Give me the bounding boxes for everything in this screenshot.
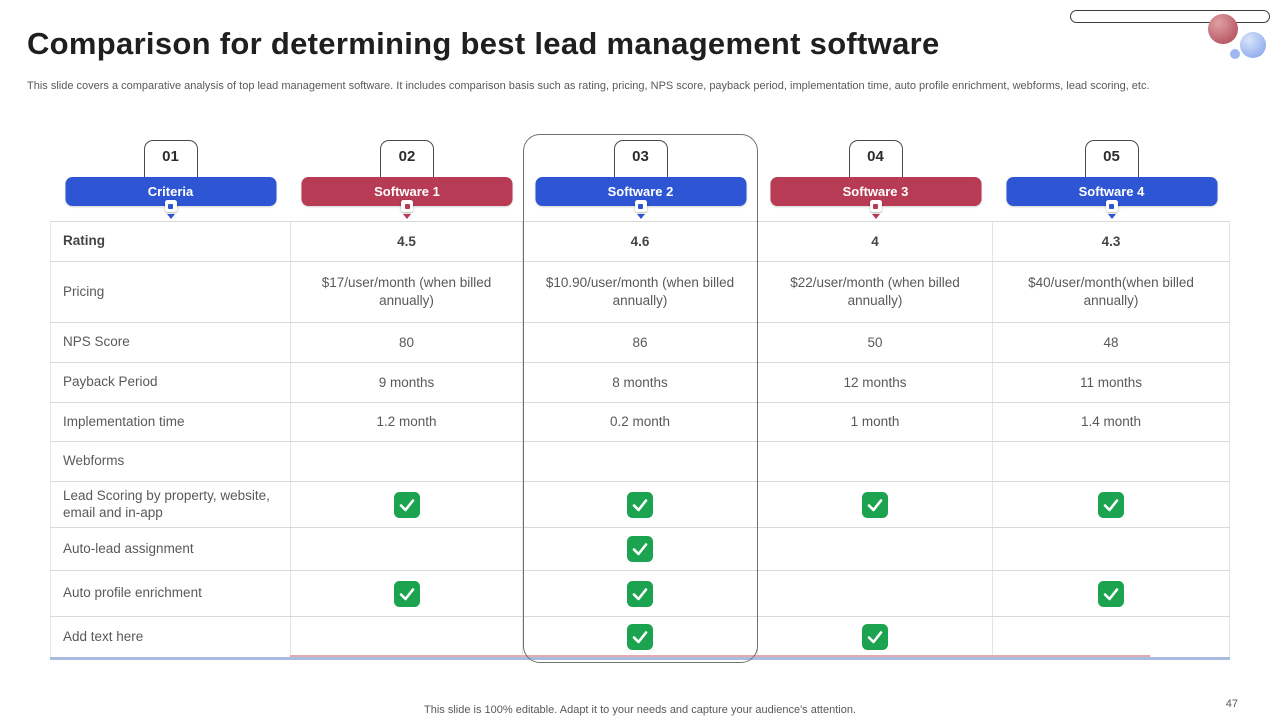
row-label: Webforms xyxy=(50,442,291,481)
check-icon xyxy=(393,580,420,607)
check-icon xyxy=(1098,491,1124,518)
column-header-software-2: 03 Software 2 xyxy=(523,140,758,221)
table-row-add-text-here: Add text here xyxy=(50,617,1230,658)
check-cell xyxy=(993,617,1230,657)
check-cell xyxy=(523,617,758,657)
value-cell: $22/user/month (when billed annually) xyxy=(758,262,993,322)
footer-note: This slide is 100% editable. Adapt it to… xyxy=(424,704,856,716)
pin-marker-triangle xyxy=(636,214,645,219)
check-cell xyxy=(291,442,523,481)
value-cell: 48 xyxy=(993,323,1230,362)
check-icon xyxy=(1098,580,1124,607)
check-icon xyxy=(627,624,653,650)
row-label: Implementation time xyxy=(50,403,291,441)
check-cell xyxy=(291,571,523,616)
value-cell: 4.6 xyxy=(523,222,758,261)
pin-marker-square xyxy=(164,200,177,212)
row-label: Pricing xyxy=(50,262,291,322)
column-header-software-1: 02 Software 1 xyxy=(291,140,523,221)
value-cell: 1.4 month xyxy=(993,403,1230,441)
pin-marker-triangle xyxy=(403,214,411,219)
value-cell: 86 xyxy=(523,323,758,362)
table-row-auto-lead-assignment: Auto-lead assignment xyxy=(50,528,1230,571)
check-icon xyxy=(393,491,420,518)
slide-subtitle: This slide covers a comparative analysis… xyxy=(27,80,1150,92)
check-cell xyxy=(758,528,993,570)
value-cell: 50 xyxy=(758,323,993,362)
value-cell: 4.5 xyxy=(291,222,523,261)
table-row-implementation-time: Implementation time 1.2 month 0.2 month 1 m… xyxy=(50,403,1230,442)
blue-circle-decoration xyxy=(1240,32,1266,58)
pin-marker-square xyxy=(634,200,647,212)
pin-marker-triangle xyxy=(166,214,175,219)
table-row-lead-scoring-by-property-website-email-and-in-app: Lead Scoring by property, website, email… xyxy=(50,482,1230,528)
pin-marker-square xyxy=(869,200,882,212)
value-cell: $10.90/user/month (when billed annually) xyxy=(523,262,758,322)
check-icon xyxy=(627,536,653,562)
comparison-table: Rating 4.5 4.6 4 4.3 Pricing $17/user/month (w… xyxy=(50,221,1230,658)
table-row-pricing: Pricing $17/user/month (when billed annua… xyxy=(50,262,1230,323)
red-accent-line xyxy=(290,655,1150,657)
check-cell xyxy=(993,528,1230,570)
value-cell: 1 month xyxy=(758,403,993,441)
pin-marker-square xyxy=(401,200,413,212)
column-header-criteria: 01 Criteria xyxy=(50,140,291,221)
check-icon xyxy=(627,580,653,607)
value-cell: 1.2 month xyxy=(291,403,523,441)
blue-accent-line xyxy=(50,657,1230,660)
row-label: Auto-lead assignment xyxy=(50,528,291,570)
table-column-headers: 01 Criteria 02 Software 1 03 Software 2 04 Soft… xyxy=(50,140,1230,221)
value-cell: 9 months xyxy=(291,363,523,402)
check-icon xyxy=(862,491,888,518)
table-row-webforms: Webforms xyxy=(50,442,1230,482)
red-circle-decoration xyxy=(1208,14,1238,44)
check-cell xyxy=(523,482,758,527)
pin-marker-triangle xyxy=(1107,214,1116,219)
table-row-auto-profile-enrichment: Auto profile enrichment xyxy=(50,571,1230,617)
check-cell xyxy=(523,571,758,616)
check-cell xyxy=(993,442,1230,481)
check-icon xyxy=(627,491,653,518)
check-cell xyxy=(993,571,1230,616)
check-cell xyxy=(523,528,758,570)
row-label: Lead Scoring by property, website, email… xyxy=(50,482,291,527)
check-cell xyxy=(758,442,993,481)
value-cell: $40/user/month(when billed annually) xyxy=(993,262,1230,322)
row-label: Rating xyxy=(50,222,291,261)
column-header-software-4: 05 Software 4 xyxy=(993,140,1230,221)
page-title: Comparison for determining best lead man… xyxy=(27,26,940,61)
page-number: 47 xyxy=(1225,698,1238,710)
check-icon xyxy=(862,624,888,650)
value-cell: 8 months xyxy=(523,363,758,402)
check-cell xyxy=(291,617,523,657)
blue-dot-decoration xyxy=(1230,49,1240,59)
table-row-nps-score: NPS Score 80 86 50 48 xyxy=(50,323,1230,363)
check-cell xyxy=(758,482,993,527)
value-cell: 12 months xyxy=(758,363,993,402)
value-cell: 4.3 xyxy=(993,222,1230,261)
table-row-payback-period: Payback Period 9 months 8 months 12 months 1… xyxy=(50,363,1230,403)
column-header-software-3: 04 Software 3 xyxy=(758,140,993,221)
capsule-outline-shape xyxy=(1070,10,1270,23)
check-cell xyxy=(523,442,758,481)
check-cell xyxy=(758,571,993,616)
check-cell xyxy=(758,617,993,657)
pin-marker-square xyxy=(1105,200,1118,212)
row-label: Auto profile enrichment xyxy=(50,571,291,616)
check-cell xyxy=(993,482,1230,527)
check-cell xyxy=(291,528,523,570)
table-row-rating: Rating 4.5 4.6 4 4.3 xyxy=(50,222,1230,262)
row-label: Add text here xyxy=(50,617,291,657)
value-cell: $17/user/month (when billed annually) xyxy=(291,262,523,322)
row-label: NPS Score xyxy=(50,323,291,362)
value-cell: 80 xyxy=(291,323,523,362)
row-label: Payback Period xyxy=(50,363,291,402)
pin-marker-triangle xyxy=(871,214,880,219)
value-cell: 0.2 month xyxy=(523,403,758,441)
value-cell: 11 months xyxy=(993,363,1230,402)
check-cell xyxy=(291,482,523,527)
value-cell: 4 xyxy=(758,222,993,261)
